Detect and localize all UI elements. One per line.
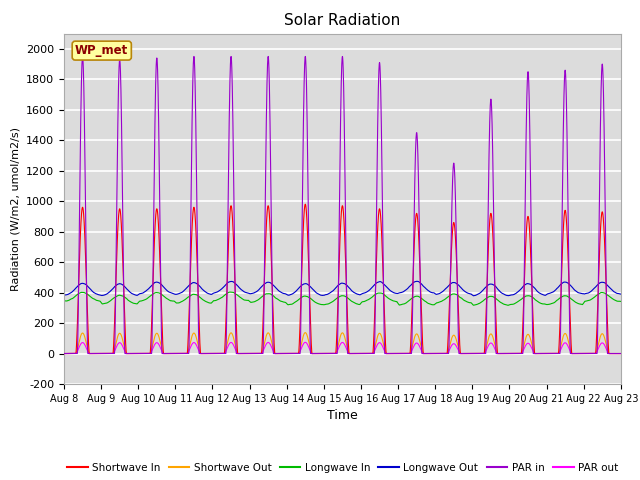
Legend: Shortwave In, Shortwave Out, Longwave In, Longwave Out, PAR in, PAR out: Shortwave In, Shortwave Out, Longwave In… — [63, 458, 622, 477]
Text: WP_met: WP_met — [75, 44, 129, 57]
Title: Solar Radiation: Solar Radiation — [284, 13, 401, 28]
X-axis label: Time: Time — [327, 409, 358, 422]
Y-axis label: Radiation (W/m2, umol/m2/s): Radiation (W/m2, umol/m2/s) — [11, 127, 20, 291]
